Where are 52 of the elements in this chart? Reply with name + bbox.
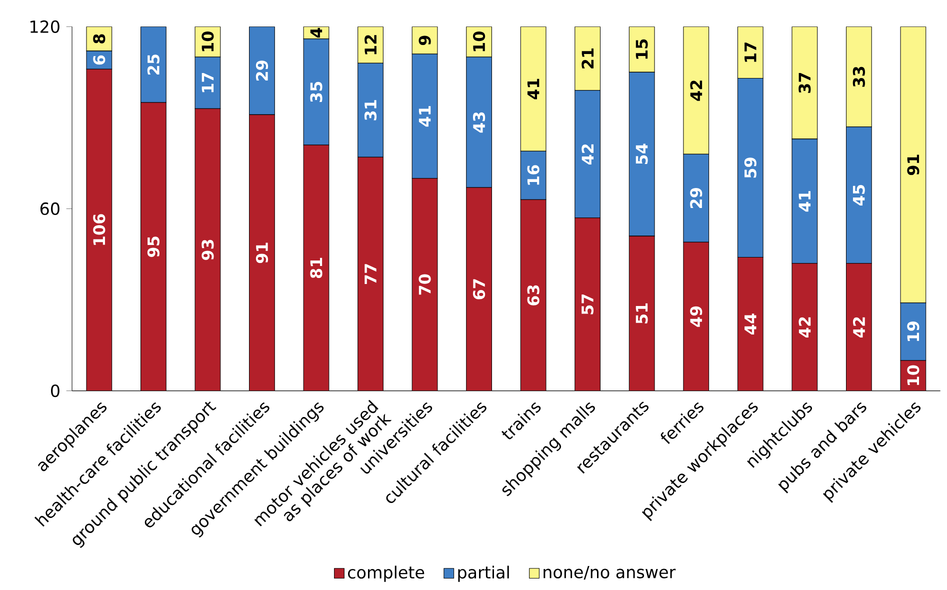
data-label: 6 xyxy=(93,56,106,65)
data-label: 37 xyxy=(798,73,811,94)
data-label: 10 xyxy=(907,365,920,386)
data-label: 17 xyxy=(744,42,756,62)
data-label: 43 xyxy=(472,112,486,133)
data-label: 29 xyxy=(690,188,702,208)
data-label: 42 xyxy=(798,318,811,338)
data-label: 77 xyxy=(364,264,376,284)
data-label: 45 xyxy=(852,185,865,206)
data-label: 10 xyxy=(472,32,486,52)
data-label: 70 xyxy=(418,274,431,295)
data-label: 33 xyxy=(852,67,865,88)
data-label: 51 xyxy=(636,304,648,324)
data-label: 91 xyxy=(256,242,268,264)
data-label: 29 xyxy=(256,60,268,81)
data-label: 41 xyxy=(798,191,810,212)
data-label: 10 xyxy=(202,32,214,52)
legend-label: partial xyxy=(458,566,509,582)
data-label: 57 xyxy=(582,294,594,314)
data-label: 25 xyxy=(147,54,160,75)
data-label: 63 xyxy=(527,286,540,306)
data-label: 81 xyxy=(310,258,322,278)
data-label: 67 xyxy=(473,280,486,300)
y-tick-label: 60 xyxy=(40,202,60,216)
data-label: 41 xyxy=(418,106,431,127)
data-label: 8 xyxy=(93,34,106,44)
data-label: 106 xyxy=(93,214,106,246)
data-label: 12 xyxy=(364,35,376,54)
data-label: 9 xyxy=(418,36,431,46)
data-label: 59 xyxy=(744,158,756,178)
data-label: 95 xyxy=(147,236,160,258)
data-label: 42 xyxy=(852,318,865,338)
data-label: 31 xyxy=(364,100,377,120)
data-label: 91 xyxy=(907,154,920,176)
data-label: 19 xyxy=(907,322,920,342)
data-label: 42 xyxy=(582,144,594,165)
data-label: 15 xyxy=(636,40,648,60)
data-label: 17 xyxy=(202,73,214,92)
data-label: 93 xyxy=(202,240,214,260)
data-label: 44 xyxy=(744,314,756,335)
y-tick-label: 120 xyxy=(30,20,60,34)
data-label: 41 xyxy=(527,79,540,100)
data-label: 42 xyxy=(690,80,702,102)
data-label: 4 xyxy=(310,28,322,38)
data-label: 21 xyxy=(582,48,594,69)
data-label: 54 xyxy=(636,144,648,164)
legend-label: complete xyxy=(348,566,424,582)
data-label: 49 xyxy=(690,306,702,328)
data-label: 35 xyxy=(310,82,322,102)
data-label: 16 xyxy=(527,165,540,185)
y-tick-label: 0 xyxy=(51,384,60,398)
legend-label: none/no answer xyxy=(544,566,676,580)
